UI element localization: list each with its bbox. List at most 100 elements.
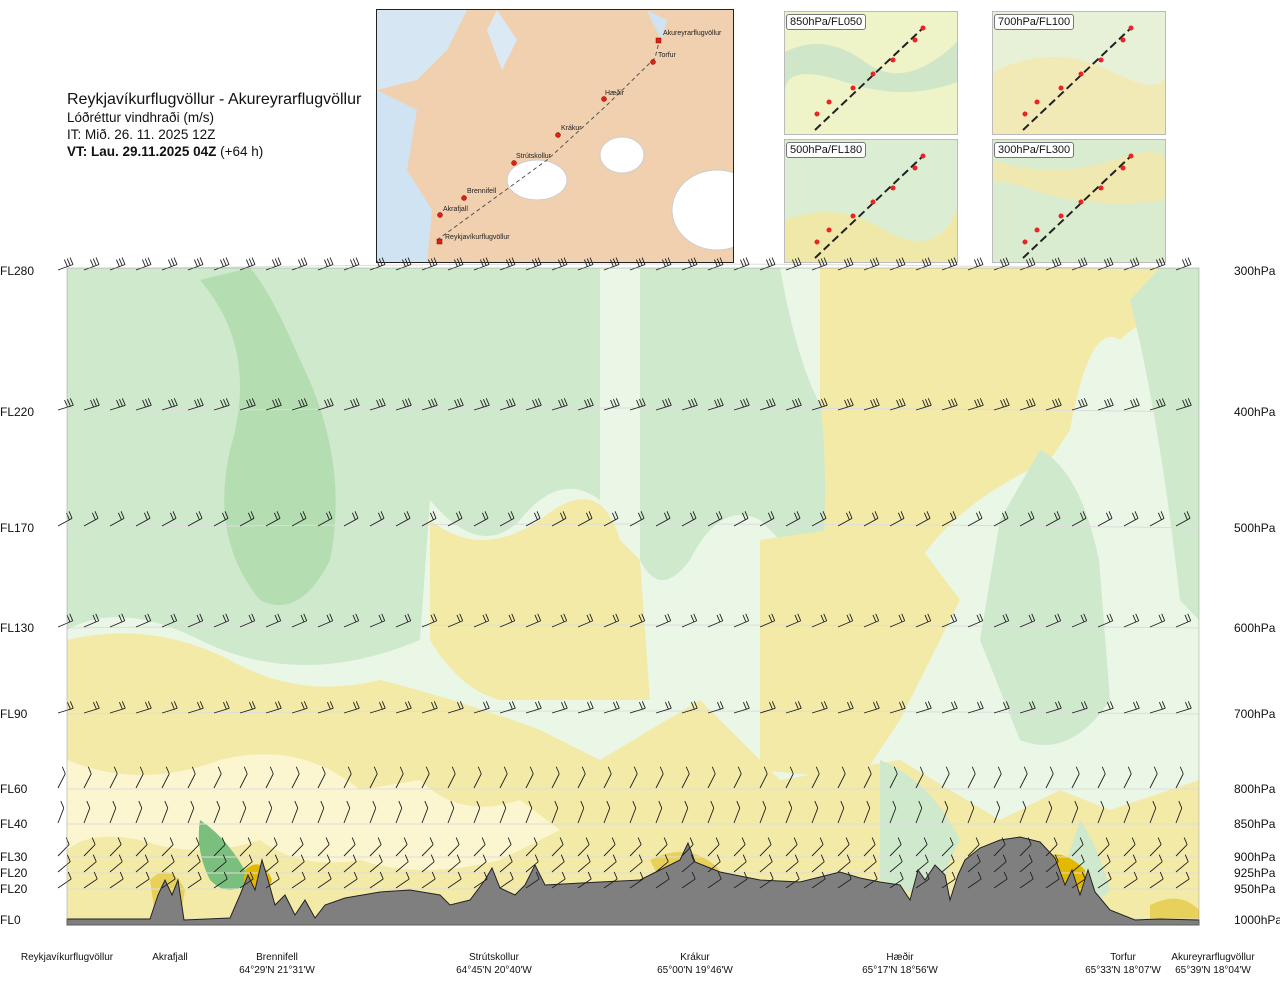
wind-barb (603, 701, 620, 714)
wind-barb (1071, 837, 1084, 857)
wind-barb (1175, 871, 1190, 889)
wind-barb (915, 800, 923, 824)
wind-barb (1149, 800, 1157, 824)
y-left-tick-label: FL30 (0, 850, 28, 864)
wind-barb (109, 854, 123, 873)
wind-barb (135, 257, 152, 271)
mini-map-850-label: 850hPa/FL050 (786, 14, 867, 30)
wind-barb (265, 800, 273, 824)
wind-barb (967, 800, 975, 824)
wind-barb (629, 800, 637, 824)
wind-barb (83, 257, 100, 271)
wind-barb (239, 800, 247, 824)
wind-barb (213, 398, 230, 411)
y-right-tick-label: 800hPa (1234, 782, 1276, 796)
wind-barb (577, 701, 594, 714)
wind-barb (837, 871, 852, 889)
wind-barb (499, 766, 508, 789)
wind-barb (239, 766, 248, 789)
map-label-akureyri: Akureyrarflugvöllur (663, 30, 722, 37)
wind-barb (577, 837, 590, 857)
wind-barb (239, 701, 256, 714)
wind-barb (759, 766, 768, 789)
map-label-krakur: Krákur (561, 125, 582, 132)
wind-barb (83, 613, 100, 628)
wind-barb (109, 511, 125, 527)
wind-barb (421, 854, 435, 873)
map-label-strutskollur: Strútskollur (516, 153, 552, 160)
wind-barb (525, 871, 540, 889)
wind-barb (291, 701, 308, 714)
wind-barb (57, 257, 74, 271)
wind-barb (811, 854, 825, 873)
wind-barb (785, 800, 793, 824)
wind-barb (707, 398, 724, 411)
wind-barb (1097, 398, 1114, 411)
wind-barb (395, 800, 403, 824)
wind-barb (967, 766, 976, 789)
wind-barb (551, 511, 567, 527)
wind-barb (1149, 613, 1166, 628)
wind-barb (1123, 701, 1140, 714)
y-right-tick-label: 500hPa (1234, 521, 1276, 535)
map-label-reykjavik: Reykjavíkurflugvöllur (445, 234, 510, 241)
wind-barb (681, 837, 694, 857)
wind-barb (1097, 854, 1111, 873)
wind-barb (1175, 800, 1183, 824)
wind-barb (993, 837, 1006, 857)
y-axis-left: FL280 FL220 FL170 FL130 FL90 FL60 FL40 FL30 FL20… (0, 264, 34, 927)
wind-barb (733, 837, 746, 857)
wind-barb (317, 398, 334, 411)
wind-barb (759, 701, 776, 714)
wind-barb (187, 257, 204, 271)
wind-barb (83, 837, 96, 857)
wind-barb (473, 766, 482, 789)
wind-barb (135, 854, 149, 873)
wind-barb (1097, 613, 1114, 628)
wind-barb (525, 854, 539, 873)
y-right-tick-label: 700hPa (1234, 707, 1276, 721)
wind-barb (135, 837, 148, 857)
wind-barb (213, 871, 228, 889)
wind-barb (343, 257, 360, 271)
wind-barb (395, 837, 408, 857)
wind-barb (603, 613, 620, 628)
wind-barb (707, 871, 722, 889)
wind-barb (369, 837, 382, 857)
y-left-tick-label: FL170 (0, 521, 34, 535)
wind-barb (83, 766, 92, 789)
wind-barb (811, 800, 819, 824)
wind-barb (291, 871, 306, 889)
wind-barb (473, 511, 489, 527)
wind-barb (447, 854, 461, 873)
wind-barb (499, 837, 512, 857)
wind-barb (447, 398, 464, 411)
wind-barb (57, 854, 71, 873)
wind-barb (1071, 854, 1085, 873)
wind-barb (707, 511, 723, 527)
wind-barb (83, 800, 91, 824)
x-waypoint-name: Akureyrarflugvöllur (1171, 952, 1255, 963)
wind-barb (1123, 511, 1139, 527)
wind-barb (551, 398, 568, 411)
wind-barb (473, 837, 486, 857)
y-right-tick-label: 950hPa (1234, 882, 1276, 896)
wind-barb (473, 701, 490, 714)
wind-barb (889, 613, 906, 628)
wind-barb (577, 613, 594, 628)
wind-barb (889, 398, 906, 411)
wind-barb (213, 854, 227, 873)
x-waypoint-name: Torfur (1110, 952, 1136, 963)
wind-barb (785, 854, 799, 873)
wind-barb (655, 511, 671, 527)
wind-barb (525, 766, 534, 789)
wind-barb (837, 766, 846, 789)
wind-barb (265, 511, 281, 527)
wind-barb (83, 511, 99, 527)
wind-barb (317, 701, 334, 714)
wind-barb (291, 257, 308, 271)
chart-subtitle: Lóðréttur vindhraði (m/s) (67, 110, 215, 125)
mini-map-850: 850hPa/FL050 (784, 11, 958, 135)
wind-barb (421, 511, 437, 527)
wind-barb (941, 837, 954, 857)
